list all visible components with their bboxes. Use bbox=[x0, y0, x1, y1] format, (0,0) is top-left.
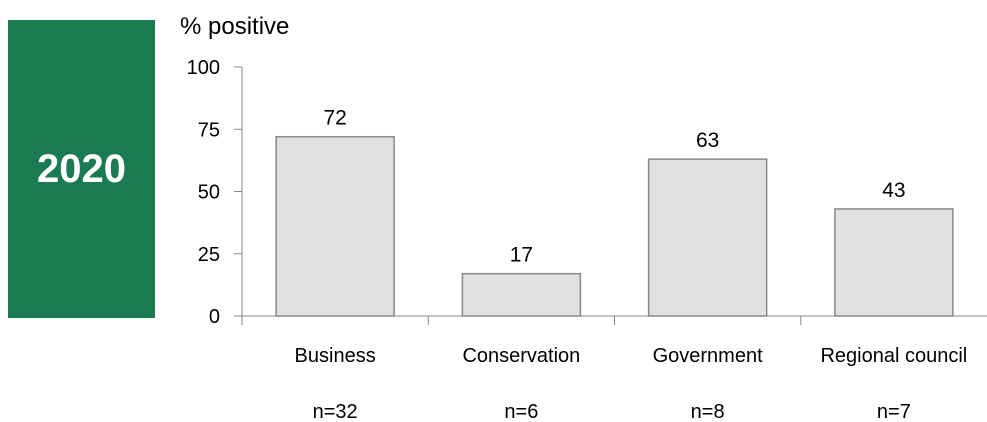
bars bbox=[275, 135, 954, 317]
y-tick-label: 100 bbox=[187, 57, 220, 79]
category-label: Business bbox=[295, 345, 376, 367]
value-labels: 72 17 63 43 bbox=[323, 107, 905, 267]
sample-size-label: n=6 bbox=[504, 401, 538, 422]
category-label: Government bbox=[653, 345, 763, 367]
y-axis-label: % positive bbox=[180, 13, 289, 40]
y-tick-label: 75 bbox=[198, 119, 220, 141]
y-tick-label: 0 bbox=[209, 306, 220, 328]
bar-business bbox=[275, 135, 395, 317]
category-label: Regional council bbox=[820, 345, 967, 367]
value-label: 17 bbox=[510, 244, 533, 267]
sample-size-label: n=7 bbox=[877, 401, 911, 422]
sample-size-label: n=32 bbox=[313, 401, 358, 422]
category-label: Conservation bbox=[462, 345, 580, 367]
value-label: 43 bbox=[882, 179, 905, 202]
sample-labels: n=32 n=6 n=8 n=7 bbox=[313, 401, 911, 422]
value-label: 63 bbox=[696, 129, 719, 152]
bar-government bbox=[647, 158, 768, 317]
category-labels: Business Conservation Government Regional c… bbox=[295, 345, 968, 367]
bar-regional-council bbox=[834, 208, 954, 317]
value-label: 72 bbox=[323, 107, 346, 130]
year-badge: 2020 bbox=[8, 20, 155, 318]
bar-conservation bbox=[461, 272, 582, 317]
x-ticks bbox=[241, 316, 802, 325]
y-ticks: 0 25 50 75 100 bbox=[187, 57, 242, 328]
sample-size-label: n=8 bbox=[691, 401, 725, 422]
year-label: 2020 bbox=[37, 146, 126, 191]
y-tick-label: 25 bbox=[198, 244, 220, 266]
y-tick-label: 50 bbox=[198, 182, 220, 204]
